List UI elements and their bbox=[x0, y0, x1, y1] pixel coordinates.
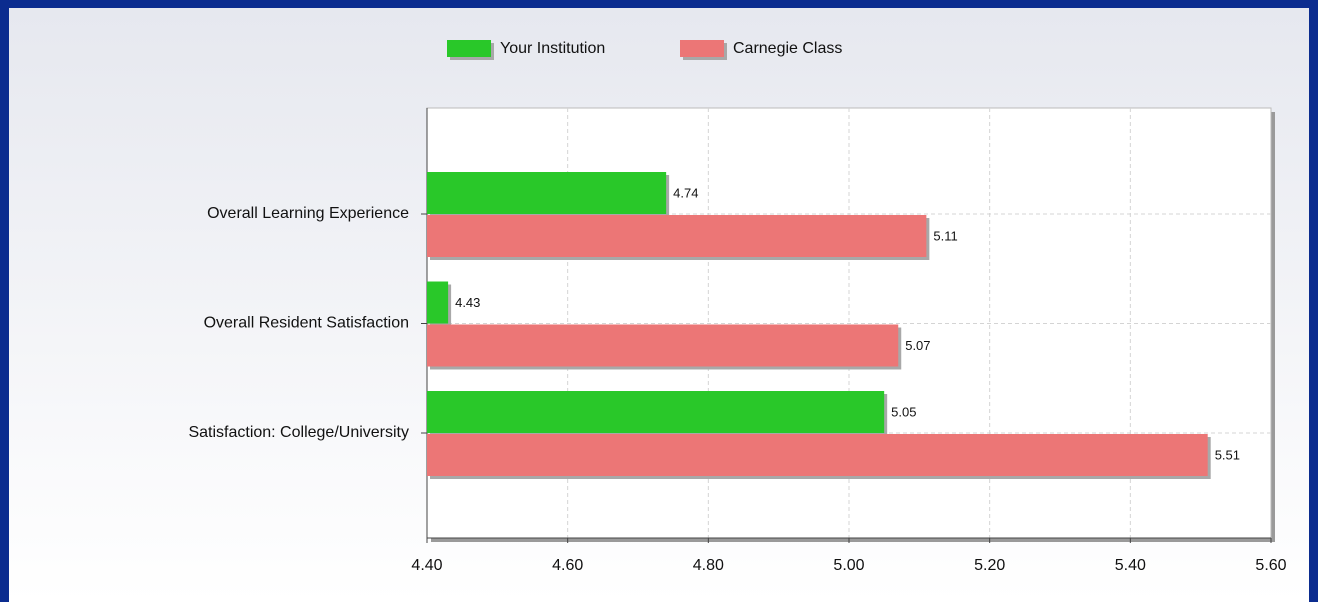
x-tick-label: 5.00 bbox=[833, 557, 864, 574]
bar bbox=[427, 324, 899, 367]
bar bbox=[427, 281, 449, 324]
value-label: 5.07 bbox=[905, 338, 930, 353]
x-tick-label: 4.60 bbox=[552, 557, 583, 574]
value-label: 4.74 bbox=[673, 185, 698, 200]
y-tick-label: Overall Learning Experience bbox=[207, 205, 409, 222]
x-tick-label: 5.20 bbox=[974, 557, 1005, 574]
legend-label: Carnegie Class bbox=[733, 40, 842, 57]
value-label: 5.11 bbox=[933, 228, 957, 243]
value-label: 5.05 bbox=[891, 404, 916, 419]
bar bbox=[427, 172, 667, 214]
x-tick-label: 5.40 bbox=[1115, 557, 1146, 574]
x-tick-label: 4.80 bbox=[693, 557, 724, 574]
legend-label: Your Institution bbox=[500, 40, 605, 57]
chart-body: 4.40 4.60 4.80 5.00 5.20 5.40 5.60 Overall Lear… bbox=[188, 40, 1287, 574]
value-label: 4.43 bbox=[455, 295, 480, 310]
bar bbox=[427, 391, 885, 433]
x-tick-label: 5.60 bbox=[1255, 557, 1286, 574]
y-tick-label: Overall Resident Satisfaction bbox=[204, 315, 409, 332]
bar bbox=[427, 215, 927, 257]
legend-swatch bbox=[680, 40, 724, 57]
x-tick-label: 4.40 bbox=[411, 557, 442, 574]
bar bbox=[427, 434, 1208, 476]
legend-swatch bbox=[447, 40, 491, 57]
value-label: 5.51 bbox=[1215, 447, 1240, 462]
y-tick-label: Satisfaction: College/University bbox=[188, 424, 409, 441]
